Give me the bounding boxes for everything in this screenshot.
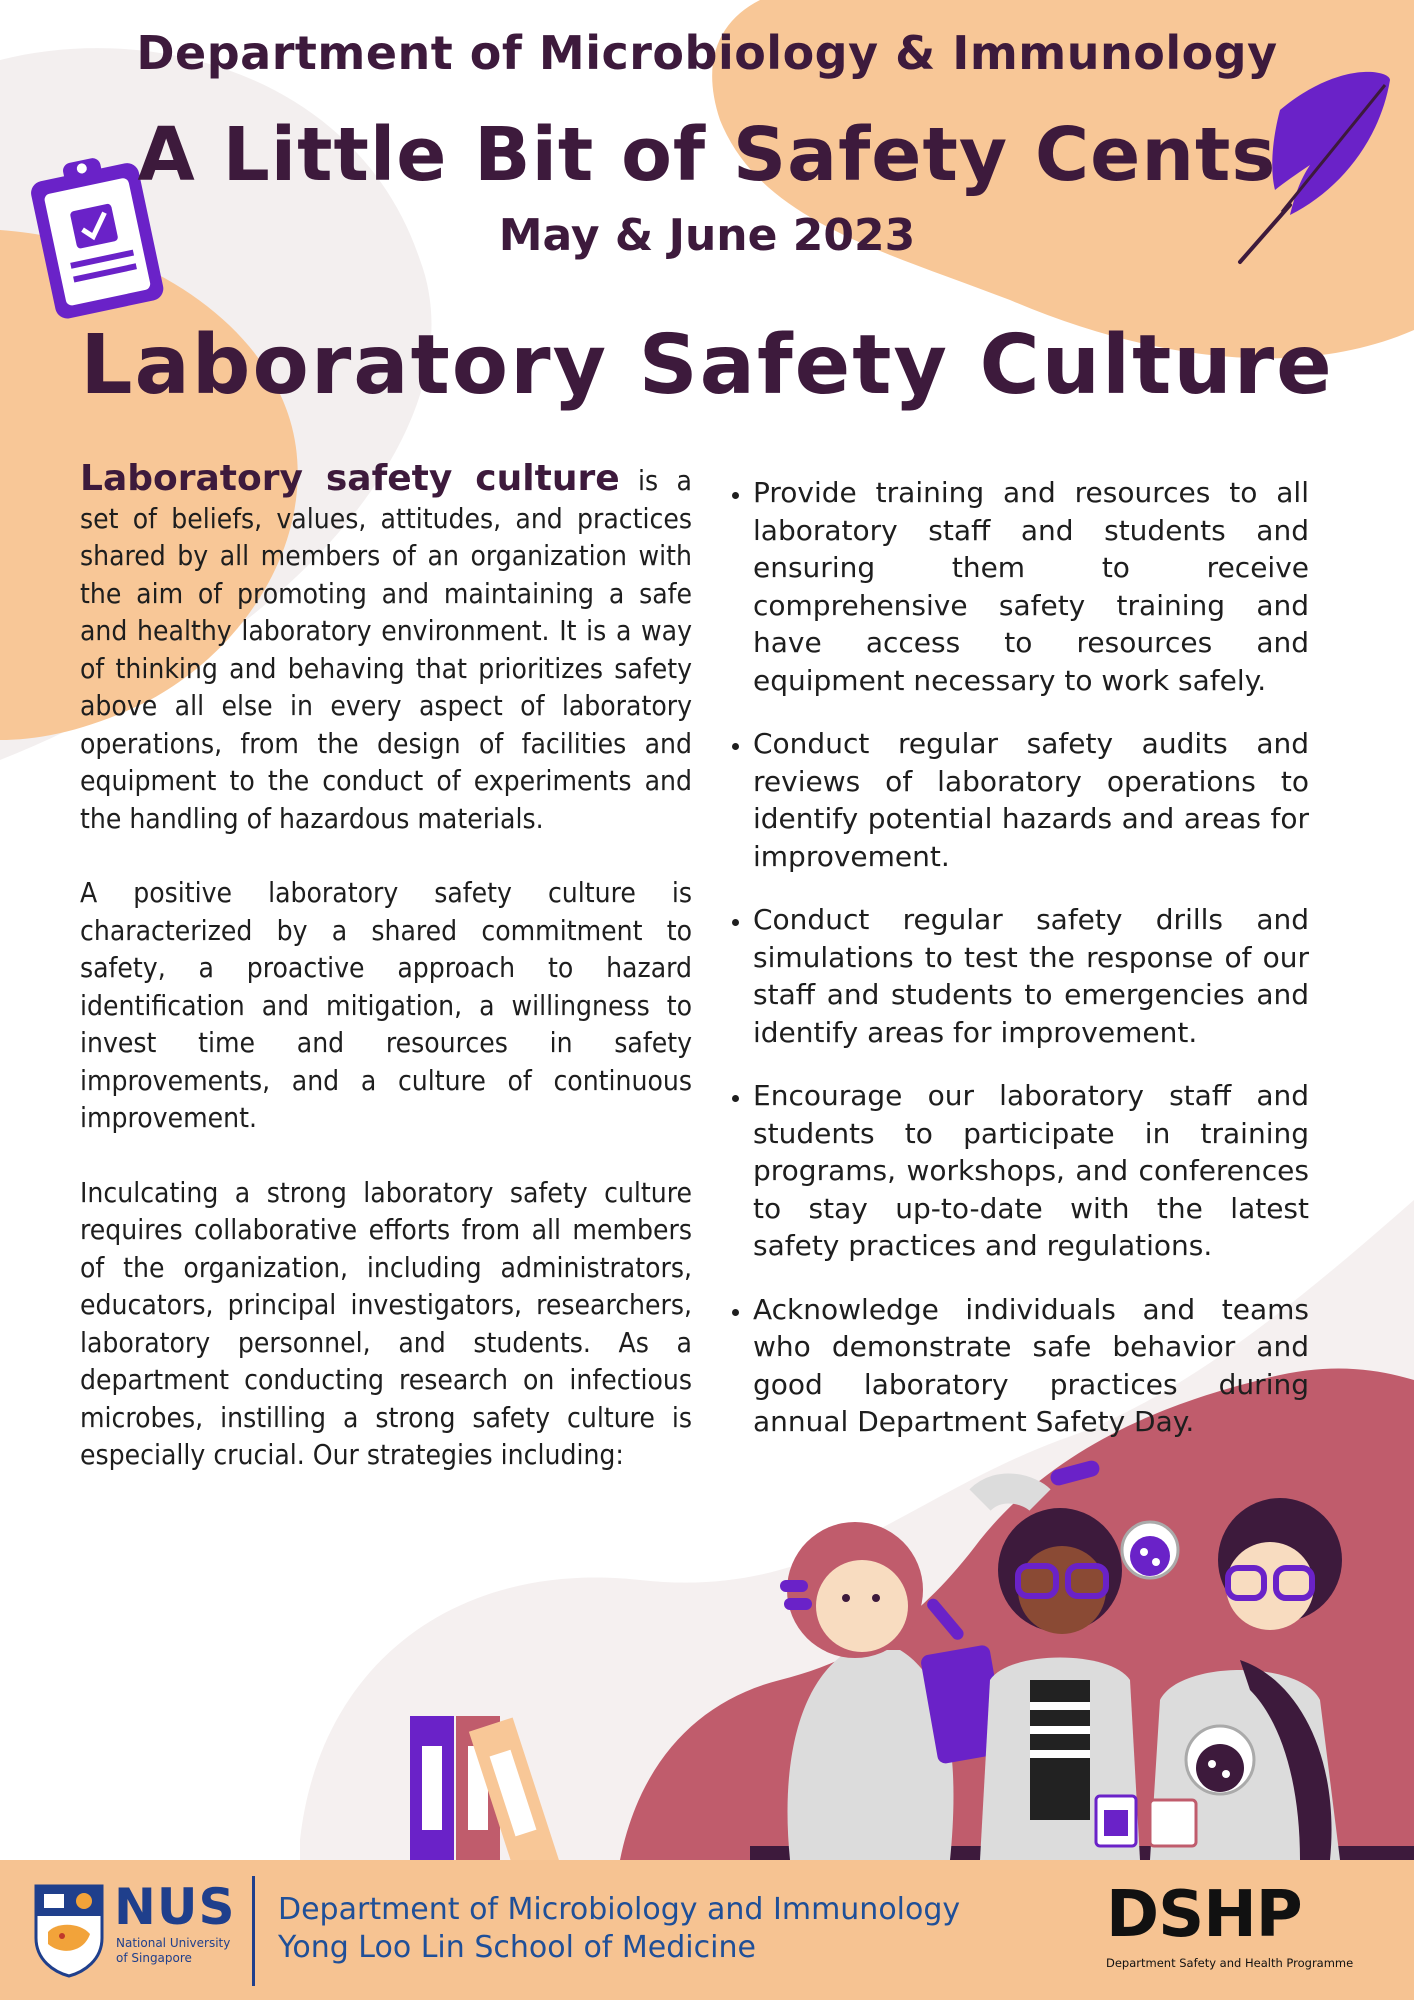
department-heading: Department of Microbiology & Immunology	[136, 26, 1278, 80]
newsletter-title: A Little Bit of Safety Cents	[137, 112, 1277, 198]
strategy-item: Conduct regular safety drills and simula…	[753, 901, 1309, 1051]
nus-crest-icon	[34, 1884, 104, 1978]
strategies-column: Provide training and resources to all la…	[725, 474, 1309, 1467]
feather-quill-icon	[1238, 71, 1390, 264]
strategy-item: Encourage our laboratory staff and stude…	[753, 1077, 1309, 1265]
faculty-department: Department of Microbiology and Immunolog…	[278, 1892, 961, 1927]
strategy-item: Acknowledge individuals and teams who de…	[753, 1291, 1309, 1441]
nus-full-name: National University of Singapore	[116, 1936, 236, 1966]
clipboard-icon	[31, 158, 164, 319]
peach-blob-left	[0, 230, 298, 740]
footer-bar	[0, 1860, 1414, 2000]
culture-paragraph: A positive laboratory safety culture is …	[80, 876, 692, 1134]
nus-logo-text: NUS	[114, 1878, 236, 1936]
strategy-item: Provide training and resources to all la…	[753, 474, 1309, 699]
faculty-school: Yong Loo Lin School of Medicine	[278, 1930, 756, 1965]
strategies-list: Provide training and resources to all la…	[725, 474, 1309, 1441]
books-illustration	[410, 1716, 559, 1875]
strategy-intro-paragraph: Inculcating a strong laboratory safety c…	[80, 1175, 692, 1472]
lead-term: Laboratory safety culture	[80, 458, 620, 499]
peach-blob-top-right	[712, 0, 1414, 359]
topic-title: Laboratory Safety Culture	[80, 318, 1334, 413]
dshp-logo-text: DSHP	[1106, 1878, 1303, 1952]
dshp-full-name: Department Safety and Health Programme	[1106, 1956, 1354, 1970]
strategy-item: Conduct regular safety audits and review…	[753, 725, 1309, 875]
scientists-illustration	[750, 1460, 1414, 1860]
intro-paragraph: Laboratory safety culture is a set of be…	[80, 460, 692, 837]
left-column: Laboratory safety culture is a set of be…	[80, 460, 692, 1511]
footer-divider	[252, 1876, 255, 1986]
nus-name-line1: National University	[116, 1936, 231, 1950]
nus-name-line2: of Singapore	[116, 1951, 192, 1965]
intro-paragraph-text: is a set of beliefs, values, attitudes, …	[80, 464, 692, 835]
issue-period: May & June 2023	[498, 210, 916, 261]
